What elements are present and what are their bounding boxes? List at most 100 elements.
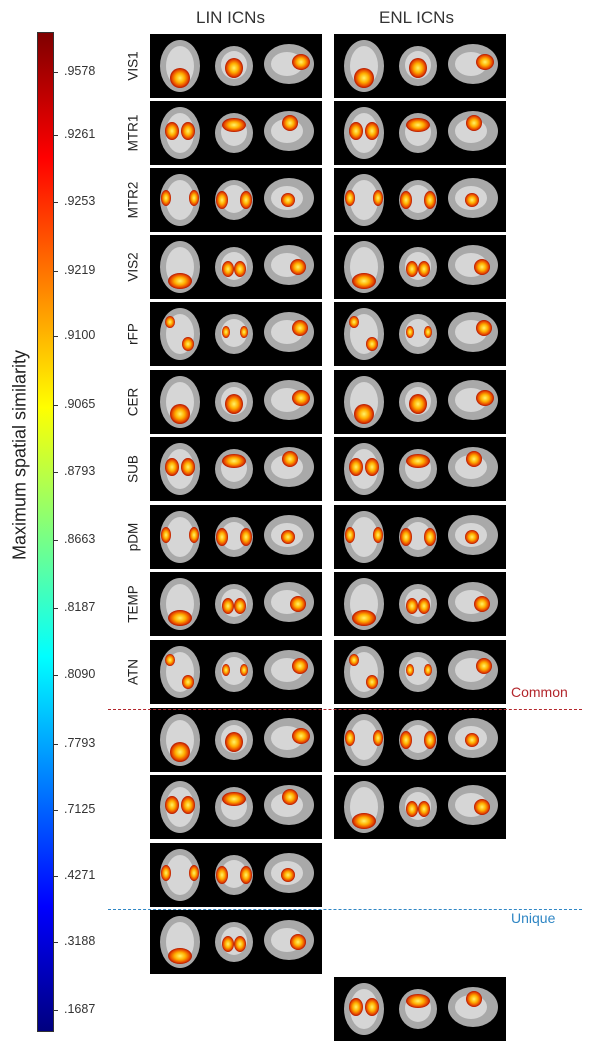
activation-blob: [161, 527, 171, 543]
colorbar-tick: [54, 608, 58, 609]
activation-blob: [476, 54, 494, 70]
activation-blob: [216, 528, 228, 546]
colorbar-tick: [54, 1010, 58, 1011]
activation-blob: [354, 68, 374, 88]
icn-row-label: SUB: [125, 455, 141, 483]
activation-blob: [345, 730, 355, 746]
activation-blob: [373, 730, 383, 746]
colorbar-tick: [54, 271, 58, 272]
activation-blob: [476, 320, 492, 336]
enl-brain-panel: [334, 775, 506, 839]
activation-blob: [406, 994, 430, 1008]
colorbar-tick-label: .1687: [64, 1002, 96, 1016]
coronal-white-matter: [405, 185, 431, 213]
lin-brain-panel: [150, 505, 322, 569]
axial-white-matter: [166, 855, 194, 895]
enl-brain-panel: [334, 977, 506, 1041]
activation-blob: [349, 316, 359, 328]
activation-blob: [406, 118, 430, 132]
activation-blob: [474, 799, 490, 815]
activation-blob: [240, 866, 252, 884]
coronal-white-matter: [405, 319, 431, 347]
activation-blob: [345, 190, 355, 206]
activation-blob: [222, 936, 234, 952]
colorbar: [37, 32, 54, 1032]
lin-brain-panel: [150, 640, 322, 704]
activation-blob: [406, 326, 414, 338]
activation-blob: [373, 527, 383, 543]
activation-blob: [400, 191, 412, 209]
activation-blob: [222, 454, 246, 468]
activation-blob: [292, 658, 308, 674]
lin-brain-panel: [150, 34, 322, 98]
icn-row-label: ATN: [125, 659, 141, 685]
activation-blob: [292, 320, 308, 336]
icn-row-label: CER: [125, 387, 141, 417]
activation-blob: [349, 458, 363, 476]
activation-blob: [466, 451, 482, 467]
activation-blob: [424, 326, 432, 338]
icn-row-label: MTR1: [125, 114, 141, 152]
activation-blob: [349, 122, 363, 140]
activation-blob: [465, 193, 479, 207]
enl-brain-panel: [334, 168, 506, 232]
activation-blob: [476, 658, 492, 674]
activation-blob: [222, 598, 234, 614]
enl-brain-panel: [334, 572, 506, 636]
colorbar-tick-label: .9065: [64, 397, 96, 411]
activation-blob: [476, 390, 494, 406]
activation-blob: [466, 991, 482, 1007]
activation-blob: [281, 868, 295, 882]
colorbar-tick: [54, 202, 58, 203]
activation-blob: [424, 664, 432, 676]
activation-blob: [474, 596, 490, 612]
activation-blob: [189, 865, 199, 881]
activation-blob: [366, 675, 378, 689]
enl-brain-panel: [334, 640, 506, 704]
enl-brain-panel: [334, 505, 506, 569]
activation-blob: [290, 259, 306, 275]
activation-blob: [165, 654, 175, 666]
activation-blob: [234, 936, 246, 952]
activation-blob: [168, 948, 192, 964]
activation-blob: [222, 792, 246, 806]
activation-blob: [352, 610, 376, 626]
colorbar-tick-label: .9219: [64, 263, 96, 277]
colorbar-tick: [54, 675, 58, 676]
enl-brain-panel: [334, 708, 506, 772]
activation-blob: [181, 122, 195, 140]
activation-blob: [170, 742, 190, 762]
activation-blob: [165, 458, 179, 476]
lin-brain-panel: [150, 235, 322, 299]
activation-blob: [406, 801, 418, 817]
activation-blob: [292, 54, 310, 70]
activation-blob: [165, 122, 179, 140]
lin-brain-panel: [150, 572, 322, 636]
axial-white-matter: [350, 720, 378, 760]
coronal-white-matter: [221, 185, 247, 213]
activation-blob: [365, 998, 379, 1016]
activation-blob: [418, 598, 430, 614]
coronal-white-matter: [405, 725, 431, 753]
activation-blob: [282, 789, 298, 805]
activation-blob: [465, 733, 479, 747]
colorbar-tick-label: .3188: [64, 934, 96, 948]
colorbar-tick: [54, 540, 58, 541]
enl-brain-panel: [334, 302, 506, 366]
enl-brain-panel: [334, 101, 506, 165]
colorbar-tick-label: .8187: [64, 600, 96, 614]
colorbar-tick: [54, 876, 58, 877]
activation-blob: [418, 261, 430, 277]
icn-row-label: rFP: [125, 323, 141, 345]
activation-blob: [474, 259, 490, 275]
colorbar-tick: [54, 810, 58, 811]
unique-divider: [108, 909, 582, 910]
activation-blob: [290, 596, 306, 612]
activation-blob: [168, 610, 192, 626]
coronal-white-matter: [405, 657, 431, 685]
activation-blob: [366, 337, 378, 351]
activation-blob: [189, 190, 199, 206]
lin-brain-panel: [150, 168, 322, 232]
activation-blob: [189, 527, 199, 543]
activation-blob: [161, 865, 171, 881]
